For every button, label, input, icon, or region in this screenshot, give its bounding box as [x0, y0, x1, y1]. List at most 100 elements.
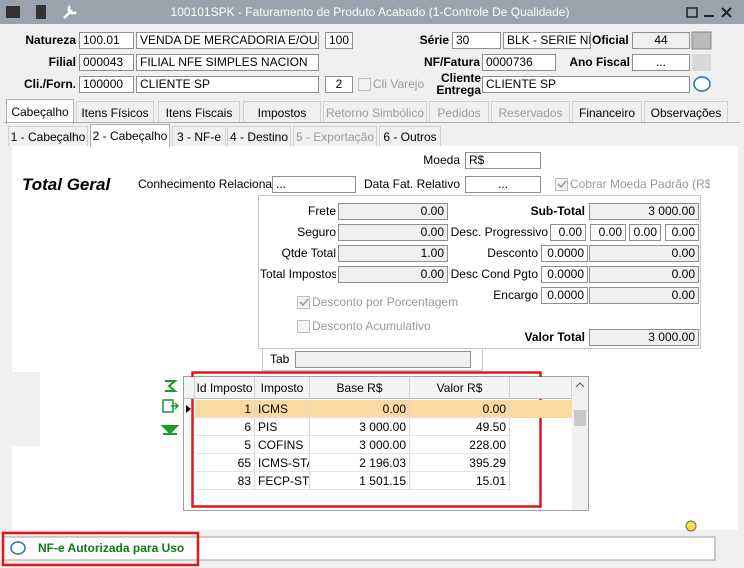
grid-cell[interactable]: ICMS-STA — [255, 454, 310, 472]
column-header[interactable]: Valor R$ — [410, 377, 510, 399]
checkbox[interactable] — [555, 178, 568, 191]
code-input[interactable]: 100000 — [79, 76, 134, 93]
checkbox[interactable] — [297, 320, 310, 333]
value-input[interactable]: 1.00 — [338, 245, 448, 262]
field-label: Seguro — [297, 225, 336, 239]
grid-cell[interactable]: PIS — [255, 418, 310, 436]
code-input[interactable]: 000043 — [79, 54, 134, 71]
value-input[interactable]: 0.00 — [338, 224, 448, 241]
checkbox-label: Cobrar Moeda Padrão (R$) — [570, 177, 710, 191]
description-input[interactable]: VENDA DE MERCADORIA E/OU SERVI — [136, 32, 319, 49]
tab[interactable]: Pedidos — [429, 101, 489, 123]
window-button[interactable] — [686, 7, 698, 18]
code-input[interactable]: 30 — [452, 32, 501, 49]
description-input[interactable]: BLK - SERIE NFE — [503, 32, 591, 49]
grid-cell[interactable]: FECP-STA — [255, 472, 310, 490]
doc-icon[interactable] — [171, 402, 180, 410]
subtab[interactable]: 2 - Cabeçalho — [90, 124, 170, 147]
tab[interactable]: Itens Fiscais — [158, 101, 240, 123]
value-input[interactable]: 0.00 — [589, 245, 699, 262]
scroll-thumb[interactable] — [574, 410, 586, 426]
tab[interactable]: Financeiro — [572, 101, 642, 123]
grid-cell[interactable]: 6 — [195, 418, 255, 436]
code-input[interactable]: 100.01 — [79, 32, 134, 49]
value-input[interactable]: CLIENTE SP — [482, 76, 690, 93]
grid-cell[interactable]: COFINS — [255, 436, 310, 454]
percent-input[interactable]: 0.0000 — [541, 245, 588, 262]
grid-cell[interactable]: 3 000.00 — [310, 418, 410, 436]
subtab[interactable]: 1 - Cabeçalho — [8, 126, 88, 146]
tab[interactable]: Cabeçalho — [6, 99, 74, 124]
tab[interactable]: Itens Físicos — [76, 101, 154, 123]
icon[interactable] — [36, 5, 46, 19]
percent-input[interactable]: 0.0000 — [541, 287, 588, 304]
number-input[interactable]: 100 — [325, 32, 353, 49]
button[interactable] — [692, 54, 711, 71]
checkbox-label: Cli Varejo — [373, 77, 425, 91]
icon[interactable] — [693, 76, 711, 92]
value-input[interactable]: 0000736 — [482, 54, 556, 71]
value-input[interactable]: 0.00 — [550, 224, 586, 241]
grid-cell[interactable]: 395.29 — [410, 454, 510, 472]
dropdown[interactable] — [295, 351, 471, 368]
subtab[interactable]: 4 - Destino — [227, 126, 291, 146]
grid-cell[interactable]: 3 000.00 — [310, 436, 410, 454]
side-tab[interactable]: Grupo — [12, 372, 40, 446]
tab[interactable]: Observações — [644, 101, 728, 123]
grid-cell[interactable]: 0.00 — [410, 400, 510, 418]
subtab[interactable]: 5 - Exportação — [293, 126, 377, 146]
arrow-icon[interactable] — [160, 425, 180, 435]
column-header[interactable]: Imposto — [255, 377, 310, 399]
value-input[interactable]: 3 000.00 — [589, 329, 699, 346]
checkbox[interactable] — [297, 296, 310, 309]
grid-cell[interactable]: 65 — [195, 454, 255, 472]
checkbox[interactable] — [358, 78, 371, 91]
value-input[interactable]: ... — [272, 176, 356, 193]
window-button[interactable] — [721, 7, 732, 18]
subtab[interactable]: 3 - NF-e — [172, 126, 226, 146]
sum-icon[interactable] — [165, 380, 178, 392]
grid-cell[interactable]: 0.00 — [310, 400, 410, 418]
subtab[interactable]: 6 - Outros — [379, 126, 441, 146]
grid-cell[interactable]: 228.00 — [410, 436, 510, 454]
hint-icon[interactable] — [685, 520, 697, 532]
grid-cell[interactable]: 1 — [195, 400, 255, 418]
grid-cell[interactable]: 1 501.15 — [310, 472, 410, 490]
highlight-box — [191, 371, 542, 508]
value-input[interactable]: 0.00 — [589, 266, 699, 283]
field-label: Conhecimento Relacionado — [138, 177, 272, 191]
description-input[interactable]: CLIENTE SP — [136, 76, 319, 93]
value-input[interactable]: 0.00 — [590, 224, 626, 241]
grid-cell[interactable]: 5 — [195, 436, 255, 454]
icon[interactable] — [6, 6, 20, 18]
tab[interactable]: Impostos — [243, 101, 321, 123]
value-input[interactable]: 0.00 — [338, 203, 448, 220]
field-label: Moeda — [423, 153, 460, 167]
tab[interactable]: Retorno Simbólico — [323, 101, 427, 123]
value-input[interactable]: 0.00 — [665, 224, 699, 241]
grid-cell[interactable]: 83 — [195, 472, 255, 490]
button[interactable] — [691, 31, 712, 50]
grid-cell[interactable]: ICMS — [255, 400, 310, 418]
value-input[interactable]: 3 000.00 — [589, 203, 699, 220]
value-input[interactable]: 0.00 — [338, 266, 448, 283]
scrollbar[interactable] — [572, 377, 588, 510]
number-input[interactable]: 2 — [325, 76, 353, 93]
value-input[interactable]: 44 — [632, 32, 690, 49]
column-header[interactable]: Base R$ — [310, 377, 410, 399]
grid-cell[interactable]: 49.50 — [410, 418, 510, 436]
grid-cell[interactable]: 2 196.03 — [310, 454, 410, 472]
value-input[interactable]: ... — [632, 54, 690, 71]
tab[interactable]: Reservados — [491, 101, 570, 123]
value-input[interactable]: 0.00 — [589, 287, 699, 304]
column-header[interactable]: Id Imposto — [195, 377, 255, 399]
description-input[interactable]: FILIAL NFE SIMPLES NACION — [136, 54, 319, 71]
scroll-arrow[interactable] — [575, 382, 585, 388]
value-input[interactable]: ... — [465, 176, 541, 193]
grid-cell[interactable]: 15.01 — [410, 472, 510, 490]
percent-input[interactable]: 0.0000 — [541, 266, 588, 283]
value-input[interactable]: R$ — [465, 152, 541, 169]
side-tab[interactable]: Total — [12, 446, 40, 520]
icon[interactable] — [63, 5, 77, 19]
value-input[interactable]: 0.00 — [629, 224, 661, 241]
